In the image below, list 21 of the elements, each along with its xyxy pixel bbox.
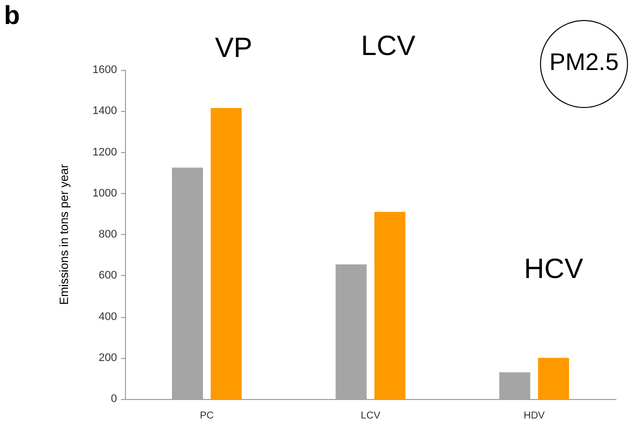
bar [538,358,570,399]
annotation: PM2.5 [540,20,628,108]
y-tick-label: 400 [98,310,117,323]
x-tick-label: HDV [524,410,546,422]
bar [210,108,242,399]
text: b [4,0,20,31]
x-tick-label: LCV [360,410,381,422]
text: LCV [361,30,416,62]
y-tick-label: 800 [98,228,117,240]
y-tick-label: 1200 [92,146,117,158]
y-tick-label: 1600 [92,64,117,76]
y-tick-label: 200 [98,352,117,364]
y-axis-title: Emissions in tons per year [57,164,71,305]
annotation: HCV [524,253,584,285]
y-tick-label: 0 [110,393,117,405]
x-tick-label: PC [200,410,214,422]
bar [374,212,406,399]
text: VP [215,32,252,64]
y-tick-label: 600 [98,270,117,282]
y-tick-label: 1400 [92,105,117,118]
y-tick-label: 1000 [92,187,117,200]
